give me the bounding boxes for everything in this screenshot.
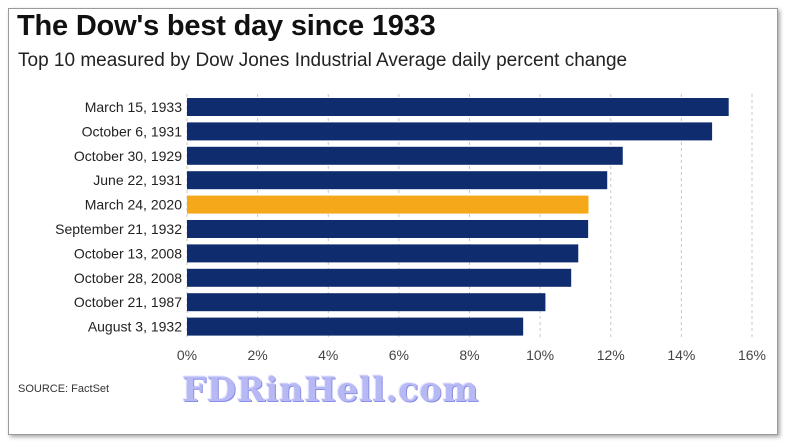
bars	[187, 98, 729, 336]
chart-title: The Dow's best day since 1933	[17, 10, 436, 42]
category-label: March 24, 2020	[85, 197, 182, 213]
bar-highlighted	[187, 195, 589, 214]
bar	[187, 317, 524, 336]
x-tick-label: 14%	[667, 347, 695, 363]
bar	[187, 220, 589, 238]
x-tick-label: 4%	[318, 347, 338, 363]
source-note: SOURCE: FactSet	[18, 383, 110, 395]
category-label: October 6, 1931	[82, 123, 183, 139]
x-axis-ticks: 0% 2% 4% 6% 8% 10% 12% 14% 16%	[177, 347, 766, 363]
category-label: August 3, 1932	[88, 319, 182, 335]
bar	[187, 146, 623, 165]
bar	[187, 244, 579, 263]
bar	[187, 293, 546, 312]
chart-subtitle: Top 10 measured by Dow Jones Industrial …	[18, 50, 628, 71]
x-tick-label: 16%	[738, 347, 766, 363]
category-label: October 13, 2008	[74, 245, 182, 261]
category-labels: March 15, 1933 October 6, 1931 October 30,…	[55, 99, 182, 335]
category-label: September 21, 1932	[55, 221, 182, 237]
category-label: October 30, 1929	[74, 148, 182, 164]
x-tick-label: 6%	[389, 347, 409, 363]
x-tick-label: 12%	[597, 347, 625, 363]
bar	[187, 98, 729, 116]
watermark-text: FDRinHell.com	[182, 370, 479, 410]
category-label: October 28, 2008	[74, 270, 182, 286]
x-tick-label: 0%	[177, 347, 197, 363]
category-label: March 15, 1933	[85, 99, 182, 115]
category-label: June 22, 1931	[93, 172, 182, 188]
bar	[187, 122, 713, 141]
bar	[187, 268, 572, 287]
bar	[187, 171, 608, 190]
category-label: October 21, 1987	[74, 294, 182, 310]
x-tick-label: 8%	[459, 347, 479, 363]
x-tick-label: 10%	[526, 347, 554, 363]
x-tick-label: 2%	[248, 347, 268, 363]
